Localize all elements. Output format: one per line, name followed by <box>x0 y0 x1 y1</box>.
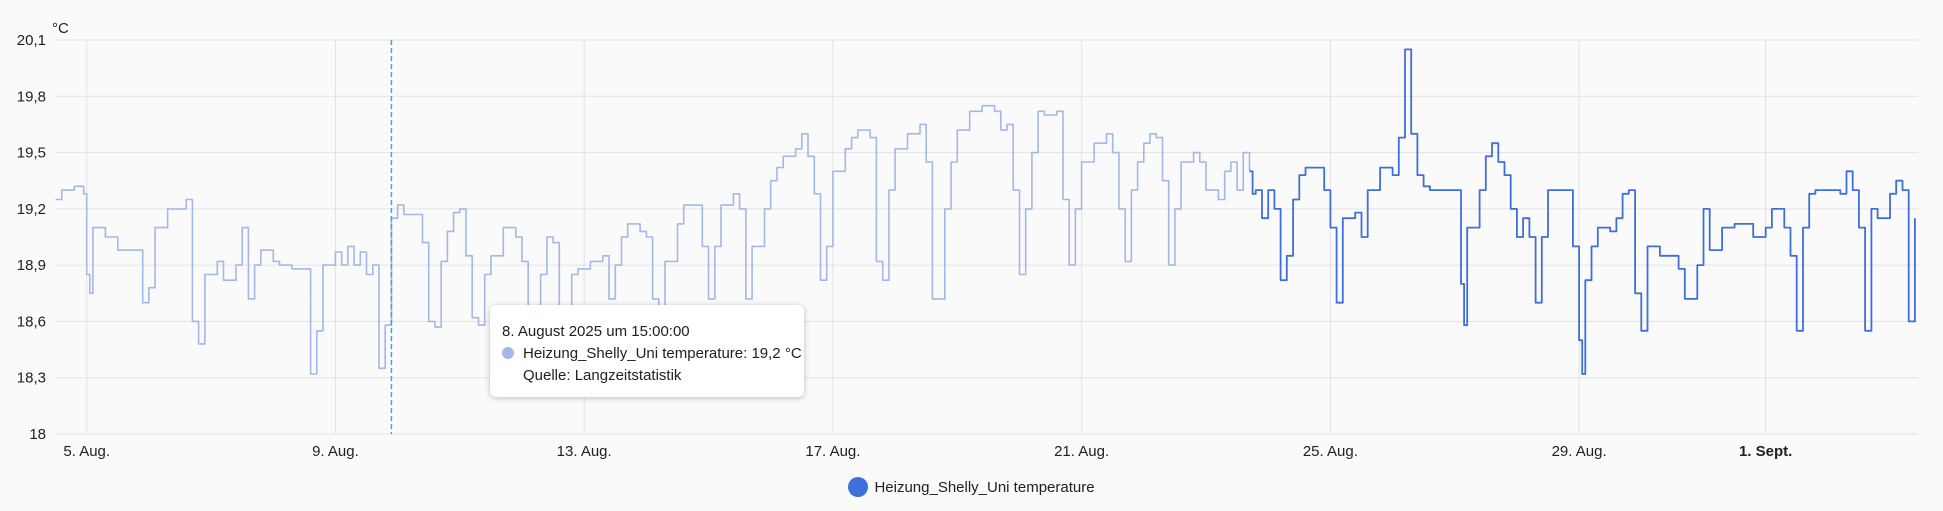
y-axis-ticks: 18 18,3 18,6 18,9 19,2 19,5 19,8 20,1 <box>17 32 46 443</box>
x-tick-label: 21. Aug. <box>1054 443 1109 460</box>
y-tick-label: 18 <box>29 426 46 443</box>
tooltip-title: 8. August 2025 um 15:00:00 <box>502 323 690 340</box>
y-tick-label: 19,8 <box>17 88 46 105</box>
tooltip-series-dot <box>502 347 514 359</box>
legend-swatch <box>848 477 869 497</box>
y-tick-label: 18,6 <box>17 313 46 330</box>
y-tick-label: 20,1 <box>17 32 46 49</box>
x-tick-label: 5. Aug. <box>63 443 110 460</box>
grid-lines <box>55 39 1918 435</box>
legend-label: Heizung_Shelly_Uni temperature <box>874 478 1095 496</box>
x-tick-label: 25. Aug. <box>1303 443 1358 460</box>
y-tick-label: 18,3 <box>17 370 46 387</box>
legend-item[interactable]: Heizung_Shelly_Uni temperature <box>848 477 1095 497</box>
tooltip-source: Quelle: Langzeitstatistik <box>523 367 682 384</box>
x-tick-label: 29. Aug. <box>1552 443 1607 460</box>
series-lines <box>55 48 1916 375</box>
tooltip-series-row: Heizung_Shelly_Uni temperature: 19,2 °C <box>502 343 802 365</box>
chart-legend: Heizung_Shelly_Uni temperature <box>0 477 1943 501</box>
tooltip-series-text: Heizung_Shelly_Uni temperature: 19,2 °C <box>523 345 802 362</box>
x-tick-label: 9. Aug. <box>312 443 359 460</box>
x-tick-label: 17. Aug. <box>805 443 860 460</box>
y-tick-label: 18,9 <box>17 257 46 274</box>
hover-tooltip: 8. August 2025 um 15:00:00 Heizung_Shell… <box>490 305 804 397</box>
y-tick-label: 19,2 <box>17 201 46 218</box>
x-tick-label: 13. Aug. <box>557 443 612 460</box>
y-tick-label: 19,5 <box>17 145 46 162</box>
x-tick-label: 1. Sept. <box>1739 443 1792 460</box>
y-axis-unit-label: °C <box>52 20 69 37</box>
series-line-recent <box>1249 48 1916 375</box>
x-axis-ticks: 5. Aug. 9. Aug. 13. Aug. 17. Aug. 21. Aug. 25… <box>63 443 1792 460</box>
